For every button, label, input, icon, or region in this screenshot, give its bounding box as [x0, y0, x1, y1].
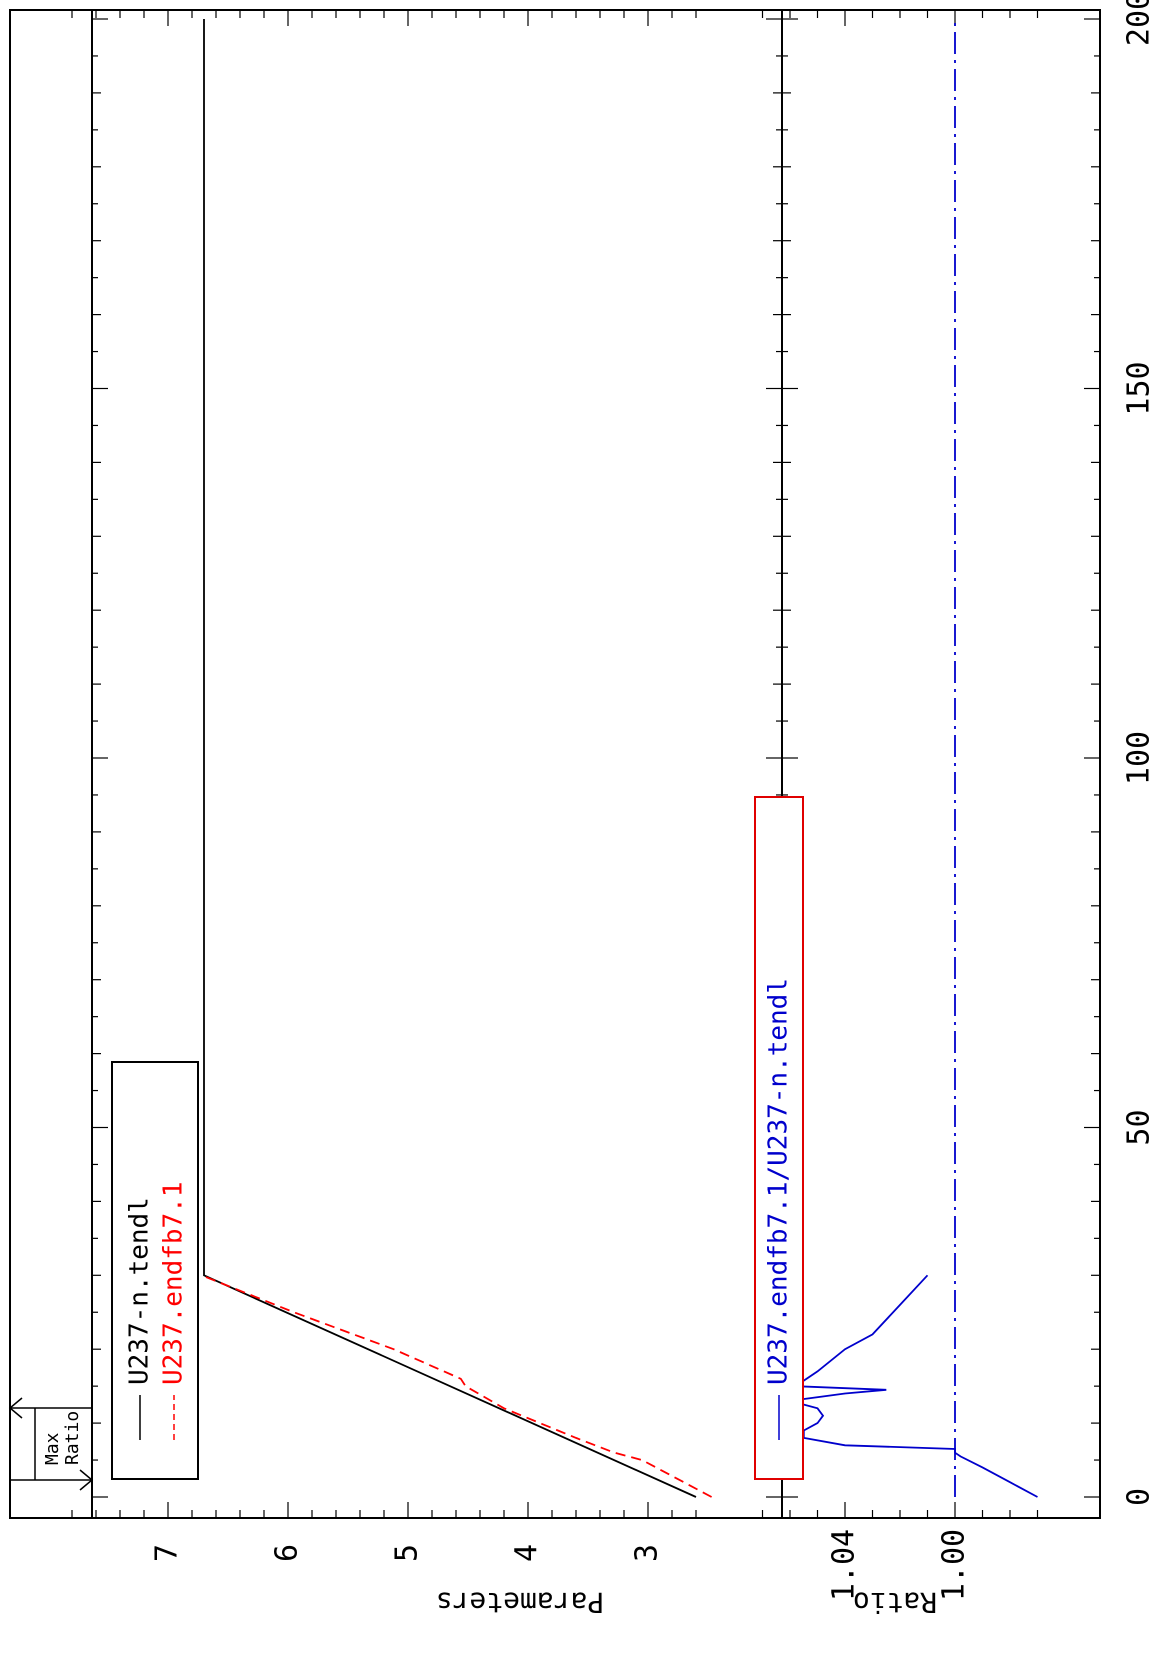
y-tick-label-bottom: 1.00	[937, 1529, 972, 1601]
y-tick-label-top: 7	[150, 1544, 185, 1562]
x-tick-label: 50	[1122, 1109, 1157, 1145]
top-panel-series	[201, 19, 713, 1498]
top-series-0	[203, 19, 697, 1498]
max-ratio-arrowhead-icon-2	[8, 1397, 23, 1419]
y-tick-label-top: 6	[270, 1544, 305, 1562]
x-tick-label: 0	[1122, 1488, 1157, 1506]
bottom-panel-series	[789, 19, 1038, 1498]
outer-frame	[9, 9, 1101, 1519]
legend-label-ratio: U237.endfb7.1/U237-n.tendl	[764, 978, 794, 1385]
top-legend-box	[111, 1061, 199, 1480]
tick-labels: 0 50 100 150 200 3 4 5 6 7 1.00 1.04	[150, 0, 1157, 1601]
legend-label-endfb: U237.endfb7.1	[159, 1182, 189, 1386]
bottom-legend: U237.endfb7.1/U237-n.tendl	[754, 796, 804, 1480]
bottom-legend-box	[754, 796, 804, 1480]
y-axis-title-ratio: Ratio	[853, 1586, 937, 1619]
max-ratio-annotation: Max Ratio	[8, 1397, 94, 1491]
x-tick-label: 150	[1122, 361, 1157, 415]
max-ratio-arrowhead-icon	[79, 1469, 94, 1491]
y-tick-label-top: 3	[630, 1544, 665, 1562]
y-axis-title-parameters: Parameters	[436, 1586, 605, 1619]
y-tick-label-bottom: 1.04	[827, 1529, 862, 1601]
y-tick-label-top: 5	[390, 1544, 425, 1562]
x-tick-label: 100	[1122, 731, 1157, 785]
max-label: Max	[42, 1432, 63, 1465]
axis-ticks	[71, 10, 1100, 1518]
top-series-1	[201, 1274, 713, 1498]
bottom-series-0	[789, 1274, 1038, 1498]
ratio-label: Ratio	[62, 1411, 83, 1465]
top-legend: U237-n.tendl U237.endfb7.1	[111, 1061, 199, 1480]
legend-label-tendl: U237-n.tendl	[125, 1197, 155, 1385]
y-tick-label-top: 4	[510, 1544, 545, 1562]
x-tick-label: 200	[1122, 0, 1157, 46]
